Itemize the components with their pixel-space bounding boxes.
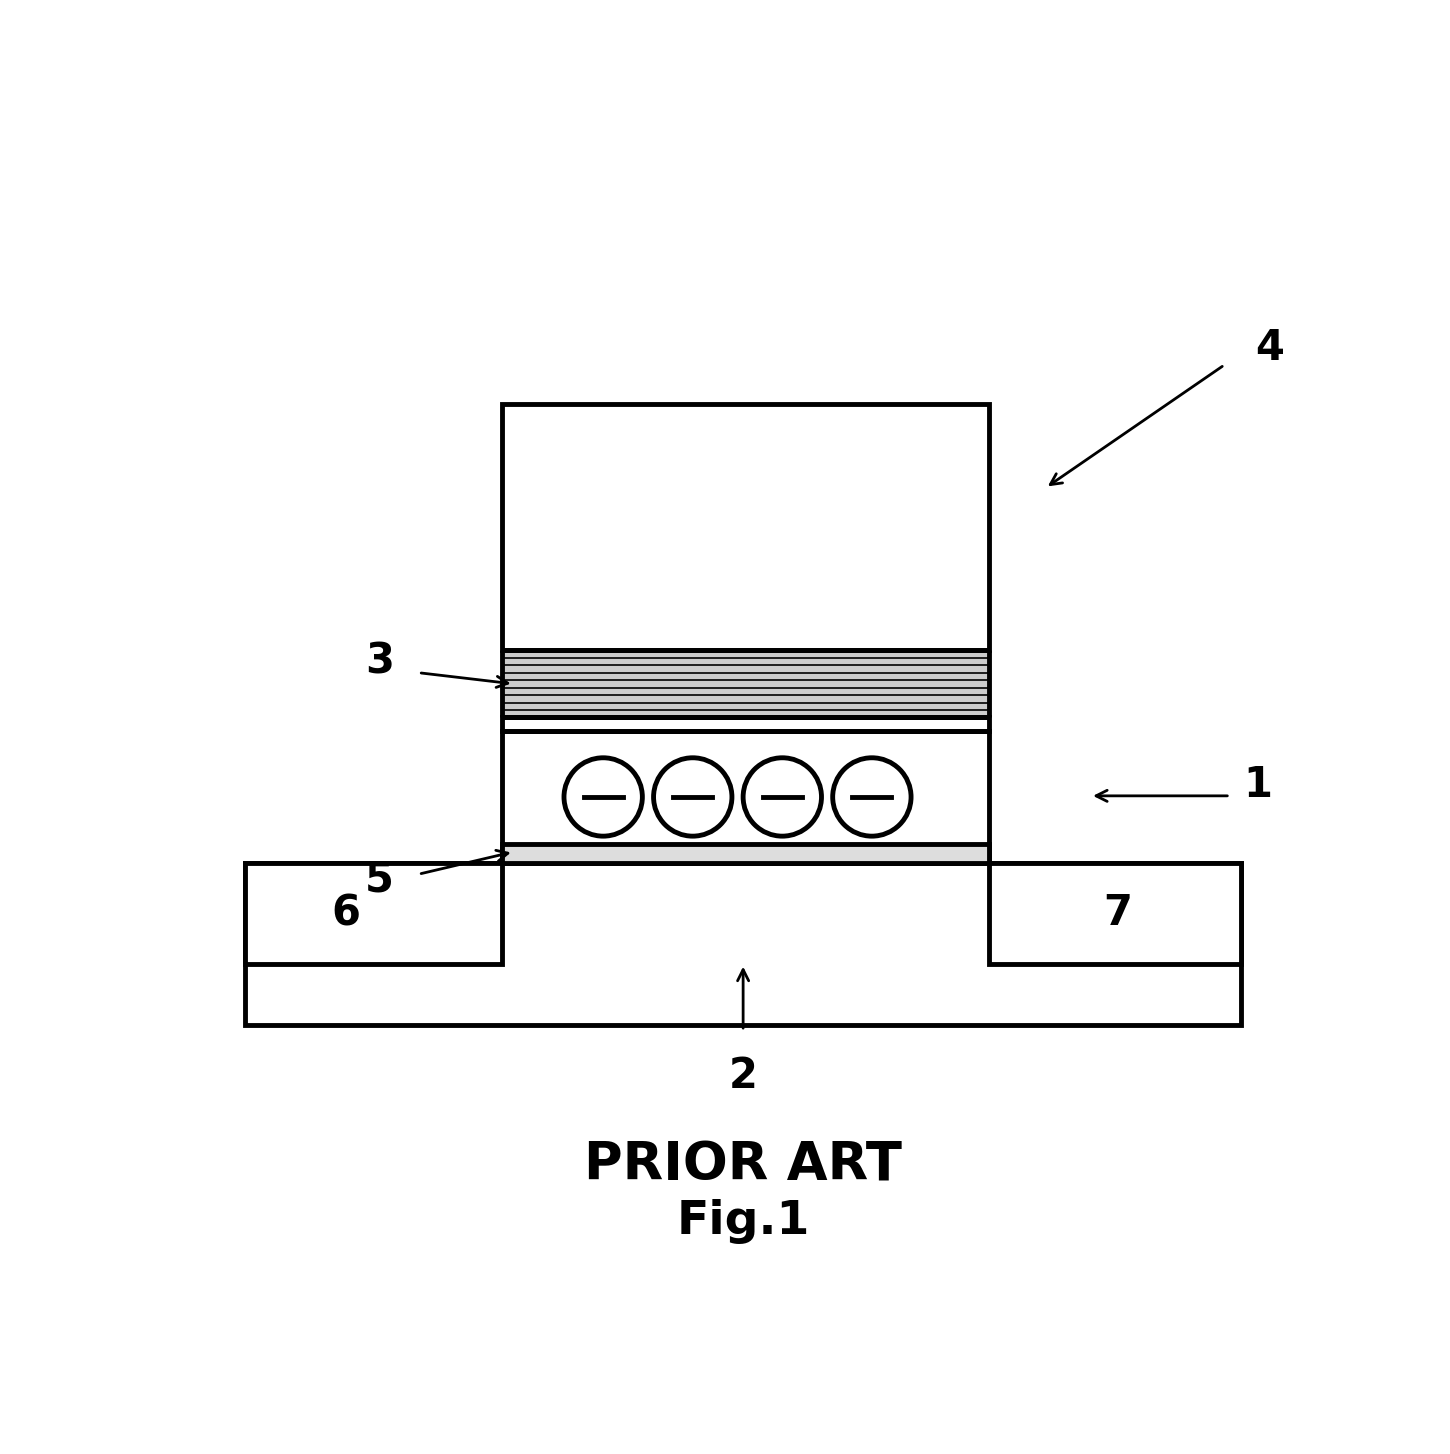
Text: 5: 5 [365,859,394,901]
FancyBboxPatch shape [502,650,989,717]
Circle shape [564,758,642,836]
FancyBboxPatch shape [502,717,989,731]
FancyBboxPatch shape [989,864,1241,964]
Text: 2: 2 [729,1054,757,1096]
Text: 4: 4 [1254,327,1283,369]
Text: 7: 7 [1103,893,1132,935]
Text: 6: 6 [331,893,360,935]
Text: Fig.1: Fig.1 [677,1198,809,1243]
Circle shape [744,758,822,836]
Text: PRIOR ART: PRIOR ART [584,1140,902,1191]
FancyBboxPatch shape [502,404,989,650]
Text: 3: 3 [365,641,394,682]
Text: 1: 1 [1244,763,1273,806]
FancyBboxPatch shape [245,864,502,964]
FancyBboxPatch shape [502,731,989,864]
Circle shape [654,758,732,836]
FancyBboxPatch shape [502,843,989,864]
FancyBboxPatch shape [245,864,1241,1025]
Circle shape [832,758,911,836]
